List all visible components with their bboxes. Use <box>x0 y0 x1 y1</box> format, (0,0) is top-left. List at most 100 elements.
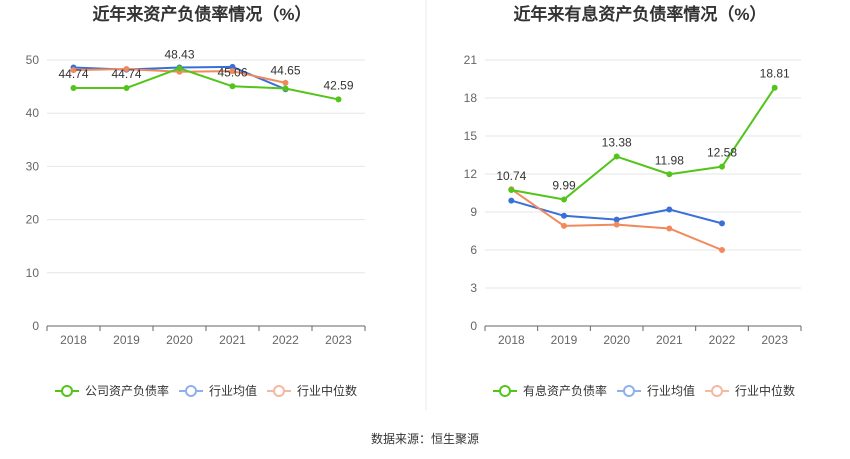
series-point-2 <box>613 221 620 228</box>
legend-label: 行业中位数 <box>735 383 795 398</box>
legend-label: 公司资产负债率 <box>85 383 169 398</box>
series-point-0 <box>70 84 77 91</box>
series-point-1 <box>666 206 673 213</box>
legend-marker-icon <box>623 385 635 397</box>
y-tick-label: 10 <box>26 266 40 280</box>
right-chart-title: 近年来有息资产负债率情况（%） <box>513 4 766 24</box>
series-point-1 <box>561 212 567 219</box>
y-tick-label: 50 <box>26 53 40 67</box>
series-point-2 <box>70 67 77 74</box>
y-tick-label: 0 <box>32 319 39 333</box>
y-tick-label: 15 <box>464 129 478 143</box>
series-point-0 <box>335 96 342 103</box>
series-point-2 <box>666 225 673 232</box>
legend-marker-icon <box>499 385 511 397</box>
left-x-axis: 2018 2019 2020 2021 2022 2023 <box>46 325 366 347</box>
x-tick-label: 2022 <box>272 333 299 347</box>
legend-marker-icon <box>61 385 73 397</box>
series-line-0 <box>73 67 339 101</box>
x-tick-label: 2022 <box>709 333 736 347</box>
x-tick-label: 2018 <box>60 333 87 347</box>
right-data-labels: 10.74 9.99 13.38 11.98 12.58 18.81 <box>496 67 790 193</box>
series-point-0 <box>229 83 236 90</box>
right-chart: 近年来有息资产负债率情况（%） 0 3 6 9 12 15 18 21 2018 2019 202… <box>464 4 802 398</box>
right-series <box>508 84 778 253</box>
series-line-0 <box>511 87 776 201</box>
legend-item-1[interactable]: 行业均值 <box>617 383 695 398</box>
data-label: 42.59 <box>323 78 353 92</box>
left-y-axis: 0 10 20 30 40 50 <box>26 53 40 333</box>
legend-marker-icon <box>185 385 197 397</box>
series-point-0 <box>508 186 515 193</box>
series-point-2 <box>282 79 289 86</box>
x-tick-label: 2020 <box>166 333 193 347</box>
legend-label: 行业中位数 <box>297 383 357 398</box>
y-tick-label: 21 <box>464 53 478 67</box>
legend-marker-icon <box>711 385 723 397</box>
y-tick-label: 18 <box>464 91 478 105</box>
x-tick-label: 2021 <box>656 333 683 347</box>
data-label: 9.99 <box>552 178 576 192</box>
y-tick-label: 6 <box>470 243 477 257</box>
series-point-1 <box>613 216 620 223</box>
right-y-axis: 0 3 6 9 12 15 18 21 <box>464 53 478 333</box>
data-source: 数据来源：恒生聚源 <box>371 431 479 446</box>
x-tick-label: 2023 <box>325 333 352 347</box>
series-point-0 <box>282 85 289 92</box>
x-tick-label: 2019 <box>113 333 140 347</box>
data-label: 48.43 <box>164 47 194 61</box>
left-grid <box>47 59 365 274</box>
data-label: 11.98 <box>655 153 684 167</box>
legend-label: 行业均值 <box>209 383 257 398</box>
left-chart-title: 近年来资产负债率情况（%） <box>92 4 311 24</box>
x-tick-label: 2020 <box>603 333 630 347</box>
x-tick-label: 2018 <box>498 333 525 347</box>
series-point-0 <box>613 153 620 160</box>
data-label: 12.58 <box>707 146 737 160</box>
y-tick-label: 12 <box>464 167 478 181</box>
data-label: 10.74 <box>496 169 526 183</box>
y-tick-label: 0 <box>470 319 477 333</box>
series-point-0 <box>561 196 567 203</box>
right-legend: 有息资产负债率 行业均值 行业中位数 <box>493 383 795 398</box>
series-point-2 <box>719 247 725 253</box>
series-point-0 <box>666 171 673 178</box>
series-point-2 <box>229 68 236 75</box>
y-tick-label: 9 <box>470 205 477 219</box>
y-tick-label: 40 <box>26 106 40 120</box>
series-point-0 <box>719 163 725 170</box>
data-label: 44.65 <box>270 63 300 77</box>
series-point-0 <box>771 84 778 91</box>
y-tick-label: 30 <box>26 159 40 173</box>
series-point-2 <box>561 222 567 229</box>
x-tick-label: 2023 <box>761 333 788 347</box>
data-label: 45.06 <box>217 65 247 79</box>
legend-item-1[interactable]: 行业均值 <box>179 383 257 398</box>
legend-item-2[interactable]: 行业中位数 <box>267 383 357 398</box>
data-label: 44.74 <box>58 67 88 81</box>
legend-marker-icon <box>273 385 285 397</box>
y-tick-label: 3 <box>470 281 477 295</box>
series-point-0 <box>176 65 183 72</box>
legend-label: 有息资产负债率 <box>523 383 607 398</box>
left-data-labels: 44.74 44.74 48.43 45.06 44.65 42.59 <box>58 47 353 92</box>
data-label: 44.74 <box>111 67 141 81</box>
x-tick-label: 2021 <box>219 333 246 347</box>
series-point-1 <box>719 220 725 227</box>
x-tick-label: 2019 <box>551 333 578 347</box>
right-x-axis: 2018 2019 2020 2021 2022 2023 <box>484 325 802 347</box>
legend-label: 行业均值 <box>647 383 695 398</box>
data-label: 13.38 <box>602 136 632 150</box>
legend-item-0[interactable]: 公司资产负债率 <box>55 383 169 398</box>
data-label: 18.81 <box>760 67 790 81</box>
series-point-0 <box>123 84 130 91</box>
legend-item-2[interactable]: 行业中位数 <box>705 383 795 398</box>
left-legend: 公司资产负债率 行业均值 行业中位数 <box>55 383 357 398</box>
right-grid <box>485 59 801 289</box>
series-point-1 <box>508 197 515 204</box>
y-tick-label: 20 <box>26 213 40 227</box>
legend-item-0[interactable]: 有息资产负债率 <box>493 383 607 398</box>
left-series <box>70 63 342 103</box>
